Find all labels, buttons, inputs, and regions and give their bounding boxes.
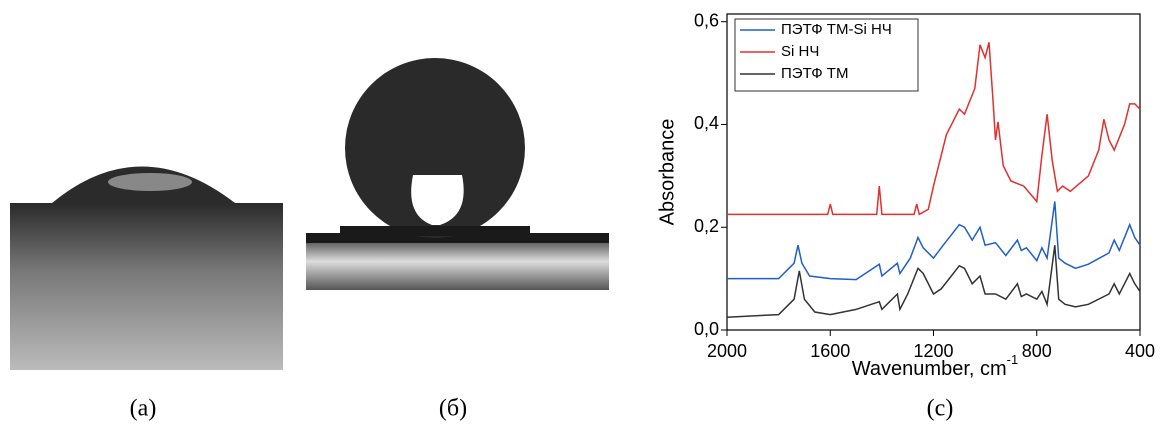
x-axis-label-sup: -1 (1007, 352, 1019, 367)
legend-label: Si НЧ (781, 43, 819, 60)
x-tick-label: 1600 (810, 341, 850, 361)
y-axis-label: Absorbance (656, 119, 678, 226)
legend-box (734, 18, 919, 92)
y-tick-label: 0,0 (694, 319, 719, 339)
series-line (727, 201, 1141, 281)
panel-label: (б) (439, 396, 467, 422)
legend-label: ПЭТФ ТМ (781, 65, 848, 82)
y-tick-label: 0,6 (694, 10, 719, 30)
series-line (727, 42, 1141, 216)
series-line (726, 245, 1141, 318)
y-tick-label: 0,2 (694, 216, 719, 236)
photo-a (10, 166, 283, 370)
legend-label: ПЭТФ ТМ-Si НЧ (781, 21, 892, 38)
panel-label: (c) (927, 396, 954, 422)
panel-label: (a) (130, 396, 157, 422)
x-tick-label: 1200 (913, 341, 953, 361)
x-tick-label: 800 (1022, 341, 1052, 361)
y-tick-label: 0,4 (694, 113, 719, 133)
x-tick-label: 2000 (707, 341, 747, 361)
x-tick-label: 400 (1125, 341, 1155, 361)
x-axis-label-text: Wavenumber, cm (852, 358, 1007, 380)
x-axis-label: Wavenumber, cm-1 (852, 352, 1018, 380)
photo-b (306, 58, 609, 290)
